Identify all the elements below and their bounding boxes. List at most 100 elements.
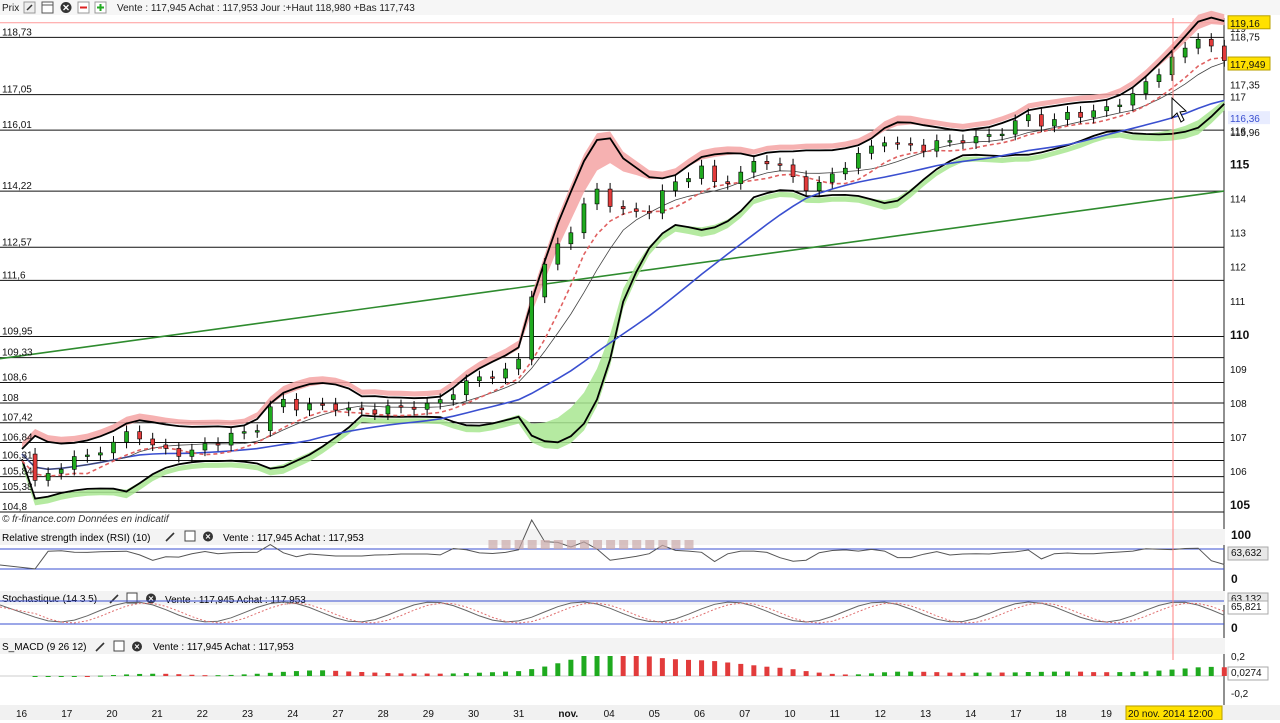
macd-close-icon[interactable] <box>132 641 142 652</box>
date-tick: 21 <box>152 709 164 720</box>
macd-bar <box>489 672 495 676</box>
rsi-overbought-area <box>566 540 576 549</box>
macd-window-icon[interactable] <box>113 640 125 652</box>
candle-up <box>555 243 561 265</box>
date-tick: 12 <box>875 709 887 720</box>
quote-text: Vente : 117,945 Achat : 117,953 Jour :+H… <box>117 3 415 14</box>
date-tick: 24 <box>287 709 299 720</box>
macd-bar <box>1064 671 1070 676</box>
candle-up <box>464 380 469 396</box>
macd-bar <box>1156 670 1162 676</box>
macd-bar <box>516 671 522 676</box>
level-label: 118,73 <box>2 27 32 38</box>
rsi-overbought-area <box>527 540 537 549</box>
macd-bar <box>829 673 835 676</box>
candle-down <box>294 398 299 411</box>
candle-down <box>333 403 338 411</box>
rsi-close-icon[interactable] <box>203 531 213 542</box>
stoch-value-label-bg <box>1227 600 1269 615</box>
candle-down <box>908 143 913 146</box>
macd-bar <box>777 667 783 676</box>
macd-bar <box>280 671 286 676</box>
date-tick: 10 <box>784 709 796 720</box>
candle-down <box>803 176 809 191</box>
macd-bar <box>646 656 652 676</box>
candle-up <box>124 431 129 443</box>
macd-bar <box>921 671 927 676</box>
macd-bar <box>503 671 509 676</box>
macd-bar <box>189 674 195 676</box>
candle-up <box>829 173 835 183</box>
candle-down <box>607 188 613 207</box>
rsi-wrench-icon[interactable] <box>165 532 175 542</box>
candle-up <box>660 190 665 214</box>
macd-value-label: 0,0274 <box>1231 668 1262 679</box>
stoch-wrench-icon[interactable] <box>109 594 119 604</box>
macd-bar <box>581 656 587 676</box>
candle-down <box>1078 111 1083 118</box>
candle-down <box>137 431 142 440</box>
y-tick-label: 114 <box>1230 195 1246 206</box>
macd-bar <box>254 673 260 676</box>
rsi-window-icon[interactable] <box>184 530 196 542</box>
macd-bar <box>58 676 64 677</box>
moving-averages <box>21 16 1225 500</box>
date-tick: 29 <box>423 709 435 720</box>
macd-bar <box>97 675 103 677</box>
candle-up <box>856 153 861 169</box>
date-tick: 13 <box>920 709 932 720</box>
candle-up <box>1169 56 1175 76</box>
stoch-window-icon[interactable] <box>126 592 138 604</box>
macd-bar <box>738 663 744 676</box>
price-label: 116,36 <box>1230 114 1260 125</box>
macd-bar <box>947 672 953 676</box>
ma-thin-line <box>21 62 1225 470</box>
candle-up <box>751 161 757 173</box>
y-tick-label: 108 <box>1230 399 1247 410</box>
macd-bar <box>163 673 169 676</box>
level-label: 105,38 <box>2 482 33 493</box>
candle-up <box>542 263 548 298</box>
rsi-quote: Vente : 117,945 Achat : 117,953 <box>223 533 364 544</box>
candle-down <box>372 409 378 415</box>
date-tick: 14 <box>965 709 977 720</box>
zoom-out-icon[interactable] <box>77 1 90 14</box>
stoch-k-line <box>0 601 1225 623</box>
close-icon[interactable] <box>60 2 72 13</box>
macd-scale-top: 0,2 <box>1231 652 1245 663</box>
candle-up <box>1052 119 1057 127</box>
candle-down <box>633 208 639 212</box>
macd-bar <box>1078 671 1084 676</box>
candle-down <box>490 376 495 379</box>
macd-histogram <box>0 656 1227 677</box>
level-label: 106,84 <box>2 432 33 443</box>
macd-quote: Vente : 117,945 Achat : 117,953 <box>153 642 294 653</box>
chart-title: Prix <box>2 3 19 14</box>
zoom-in-icon[interactable] <box>94 1 107 14</box>
candle-up <box>346 407 352 411</box>
candle-down <box>176 448 182 457</box>
macd-bar <box>803 671 809 676</box>
stoch-plot <box>0 600 1225 625</box>
macd-bar <box>1051 671 1057 676</box>
macd-bar <box>450 673 456 676</box>
candle-up <box>45 473 51 481</box>
macd-bar <box>476 672 482 676</box>
candle-up <box>1104 106 1110 112</box>
price-highlight <box>1227 15 1271 30</box>
macd-bar <box>555 663 561 676</box>
band-lower-line <box>21 103 1225 500</box>
y-tick-label: 107 <box>1230 433 1247 444</box>
candle-down <box>646 211 652 214</box>
window-icon[interactable] <box>41 1 54 14</box>
macd-bar <box>372 672 378 676</box>
macd-bar <box>1117 672 1123 676</box>
stoch-close-icon[interactable] <box>146 593 156 604</box>
date-tick: 28 <box>378 709 390 720</box>
rsi-overbought-area <box>658 540 668 549</box>
macd-wrench-icon[interactable] <box>95 642 105 652</box>
macd-bar <box>842 674 848 676</box>
level-label: 106,31 <box>2 451 33 462</box>
macd-bar <box>960 672 966 676</box>
wrench-icon[interactable] <box>23 1 36 14</box>
